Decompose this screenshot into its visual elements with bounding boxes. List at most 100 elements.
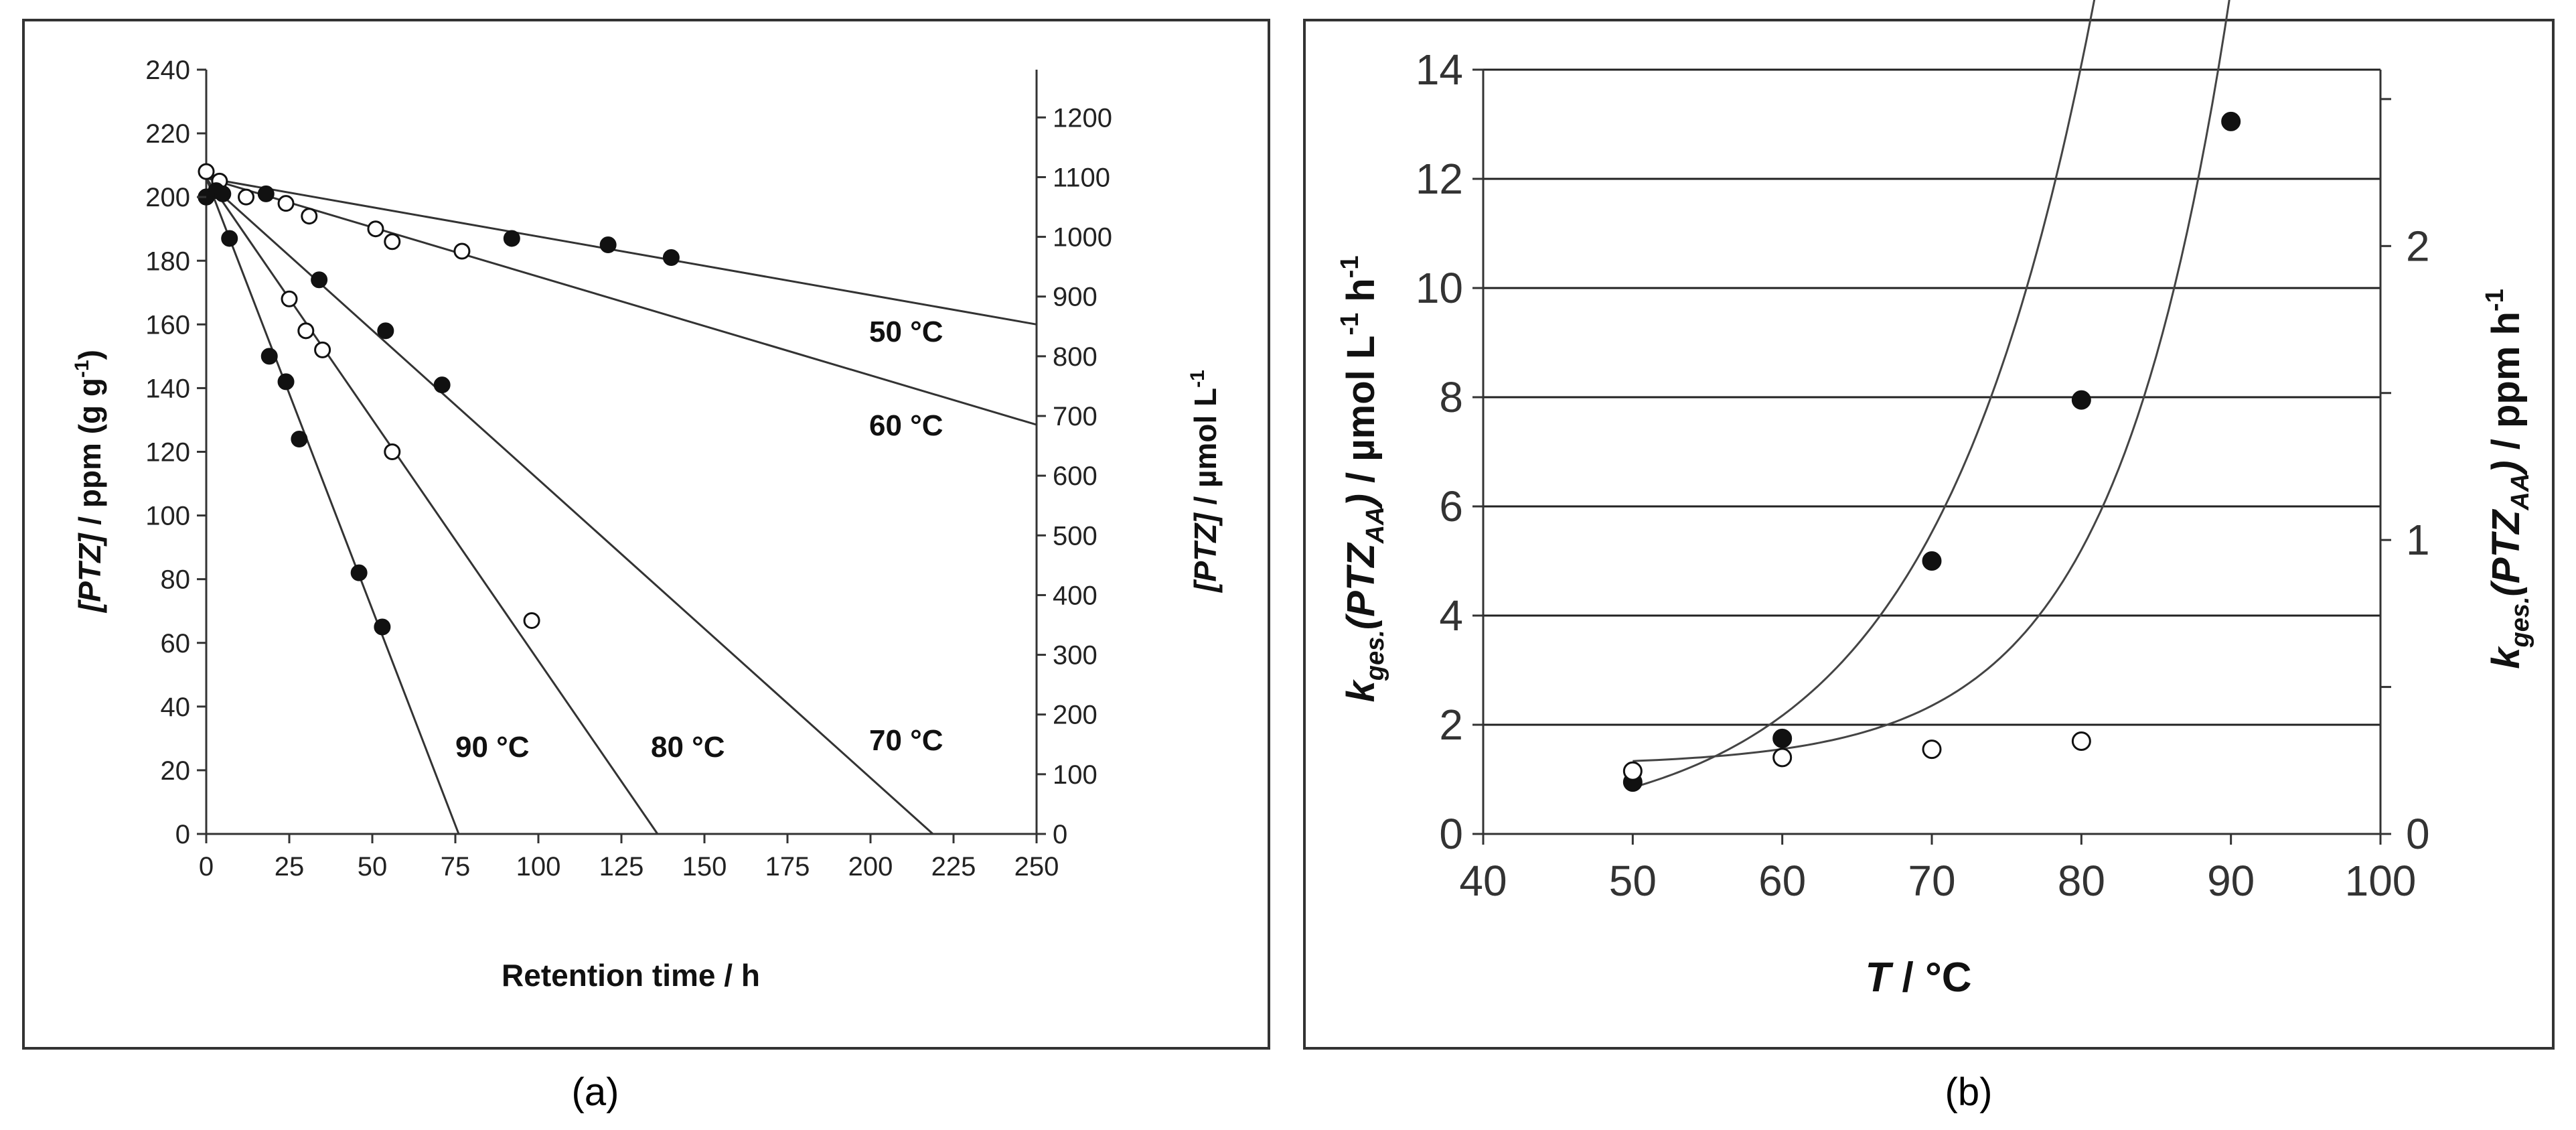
panel-a-data-point-open [297, 322, 315, 340]
panel-a-y2-tick-label: 900 [1053, 283, 1097, 312]
panel-b-y-tick-label: 0 [1439, 810, 1463, 858]
panel-b-data-point-open [1622, 761, 1643, 781]
panel-a-data-point-open [198, 163, 215, 180]
panel-a-x-tick-label: 0 [199, 852, 214, 881]
panel-a-y-tick-label: 0 [175, 820, 190, 849]
panel-a-series-label: 70 °C [869, 724, 943, 757]
panel-a-data-point-filled [260, 348, 278, 365]
panel-a-y2-axis-title: [PTZ] / µmol L-1 [1187, 370, 1223, 593]
panel-b-fit-curve [1633, 0, 2230, 762]
panel-a-caption: (a) [572, 1070, 619, 1114]
panel-a-x-tick-label: 150 [682, 852, 727, 881]
panel-b-data-point-open [1922, 739, 1942, 760]
panel-b-data-point-filled [2071, 390, 2091, 410]
panel-a-series-label: 90 °C [455, 731, 530, 764]
panel-a-data-point-filled [599, 236, 617, 253]
panel-a-y-tick-label: 20 [161, 756, 191, 786]
panel-b-x-tick-label: 40 [1459, 857, 1507, 905]
panel-a-series-label: 80 °C [651, 731, 725, 764]
panel-a-series-label: 50 °C [869, 315, 943, 348]
panel-b-y-tick-label: 10 [1416, 264, 1463, 312]
panel-b-data-point-filled [1922, 551, 1942, 571]
panel-a-fit-line [205, 177, 659, 835]
panel-a-data-point-open [384, 443, 401, 460]
panel-b-x-tick-label: 50 [1609, 857, 1657, 905]
panel-b-frame [1303, 19, 2555, 1050]
panel-a-data-point-filled [257, 185, 275, 202]
panel-a-x-tick-label: 200 [848, 852, 893, 881]
panel-a-y-tick-label: 80 [161, 565, 191, 595]
panel-a-data-point-open [238, 188, 255, 206]
panel-a-data-point-filled [377, 322, 394, 340]
panel-b-y2-axis-title: kges.(PTZAA) / ppm h-1 [2481, 289, 2534, 669]
panel-b-x-tick-label: 80 [2058, 857, 2105, 905]
panel-b-x-tick-label: 60 [1758, 857, 1806, 905]
panel-b-y-tick-label: 8 [1439, 373, 1463, 421]
panel-a-x-tick-label: 25 [275, 852, 305, 881]
panel-a-y-tick-label: 120 [145, 438, 190, 468]
panel-a-data-point-filled [221, 230, 238, 247]
panel-a-fit-line [205, 180, 934, 835]
panel-a-y2-tick-label: 300 [1053, 641, 1097, 670]
panel-a-frame [22, 19, 1270, 1050]
panel-b-data-point-filled [1772, 728, 1793, 748]
panel-a-data-point-filled [311, 271, 328, 289]
panel-a-data-point-open [281, 290, 298, 307]
panel-a-y-tick-label: 40 [161, 693, 191, 722]
panel-b-caption: (b) [1945, 1070, 1993, 1114]
panel-a-y-tick-label: 240 [145, 56, 190, 85]
panel-a-series-label: 60 °C [869, 409, 943, 442]
panel-b-y-tick-label: 4 [1439, 591, 1463, 640]
panel-a-data-point-open [277, 195, 295, 212]
panel-b-data-point-open [1772, 748, 1793, 768]
panel-a-y2-tick-label: 1100 [1053, 163, 1110, 192]
panel-a-data-point-filled [662, 249, 680, 266]
panel-a-x-tick-label: 225 [931, 852, 976, 881]
panel-a-x-tick-label: 75 [441, 852, 471, 881]
panel-a-fit-line [206, 177, 1037, 426]
panel-a-data-point-filled [214, 185, 232, 202]
panel-a-x-tick-label: 125 [599, 852, 644, 881]
panel-a-data-point-filled [350, 564, 368, 581]
panel-b-data-point-open [2071, 731, 2091, 751]
panel-a-data-point-open [367, 220, 384, 238]
panel-a-y-tick-label: 220 [145, 119, 190, 149]
panel-a-data-point-filled [374, 618, 391, 636]
panel-b-fit-curve [1632, 0, 2096, 789]
panel-b-y-axis-title: kges.(PTZAA) / µmol L-1 h-1 [1336, 256, 1389, 703]
panel-a-y2-tick-label: 200 [1053, 701, 1097, 730]
panel-a-y2-tick-label: 0 [1053, 820, 1067, 849]
panel-a-y-tick-label: 100 [145, 502, 190, 531]
panel-b-y-tick-label: 12 [1416, 155, 1463, 203]
panel-a-data-point-filled [503, 230, 520, 247]
panel-a-data-point-filled [291, 430, 308, 447]
panel-a-y2-tick-label: 1000 [1053, 223, 1112, 253]
panel-b-y-tick-label: 6 [1439, 482, 1463, 531]
panel-a-y2-tick-label: 1200 [1053, 103, 1112, 133]
panel-a-fit-line [206, 177, 1037, 326]
panel-a-data-point-filled [433, 376, 451, 394]
panel-b-y2-tick-label: 0 [2406, 810, 2430, 858]
panel-a-data-point-open [453, 242, 471, 260]
panel-a-x-tick-label: 175 [765, 852, 810, 881]
panel-a-data-point-filled [277, 373, 295, 391]
panel-a-y2-tick-label: 700 [1053, 402, 1097, 431]
panel-a-data-point-open [301, 208, 318, 225]
panel-a-x-tick-label: 50 [358, 852, 388, 881]
panel-a-y2-tick-label: 100 [1053, 760, 1097, 790]
panel-a-y-tick-label: 60 [161, 629, 191, 658]
panel-b-y-tick-label: 2 [1439, 701, 1463, 749]
panel-a-data-point-open [523, 612, 540, 629]
panel-a-fit-line [205, 178, 460, 835]
panel-a-y-tick-label: 180 [145, 246, 190, 276]
panel-b-x-tick-label: 100 [2345, 857, 2417, 905]
panel-a-data-point-open [314, 341, 331, 358]
panel-b-x-axis-title: T / °C [1865, 955, 1971, 1001]
panel-a-x-tick-label: 100 [516, 852, 561, 881]
panel-b-data-point-filled [2221, 111, 2241, 131]
panel-b-x-tick-label: 70 [1908, 857, 1955, 905]
panel-a-y2-tick-label: 400 [1053, 581, 1097, 610]
panel-a-y2-tick-label: 500 [1053, 521, 1097, 551]
panel-b-y-tick-label: 14 [1416, 46, 1463, 94]
